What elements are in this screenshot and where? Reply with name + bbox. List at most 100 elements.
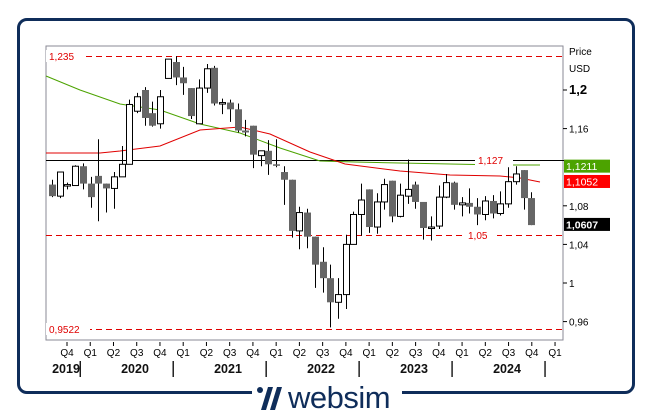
year-label: 2024 (493, 362, 521, 376)
level-label: 0,9522 (49, 325, 80, 336)
candle (273, 139, 280, 168)
price-badge-label: 1,0607 (566, 219, 598, 231)
price-badge (564, 174, 610, 188)
candle (374, 193, 381, 234)
level-label: 1,05 (468, 231, 488, 242)
candle (57, 171, 64, 199)
quarter-label: Q1 (177, 348, 191, 359)
candle (451, 181, 458, 210)
quarter-label: Q1 (362, 348, 376, 359)
candle (250, 125, 257, 169)
candle (405, 159, 412, 204)
candle (49, 179, 56, 198)
candle (312, 236, 319, 288)
candle (490, 195, 497, 219)
candle (366, 189, 373, 233)
axis-currency-label: USD (569, 64, 590, 75)
candle (196, 79, 203, 125)
candle (173, 56, 180, 86)
quarter-label: Q4 (153, 348, 167, 359)
candle (142, 87, 149, 126)
candle (281, 166, 288, 205)
quarter-label: Q2 (479, 348, 493, 359)
price-badge (564, 217, 610, 231)
quarter-label: Q2 (386, 348, 400, 359)
candle (443, 173, 450, 199)
candle (258, 150, 265, 167)
candle (521, 170, 528, 210)
candle (466, 188, 473, 214)
candle (436, 185, 443, 229)
candle (513, 166, 520, 185)
candle (482, 196, 489, 221)
year-label: 2020 (121, 362, 149, 376)
candle (111, 172, 118, 209)
quarter-label: Q1 (455, 348, 469, 359)
candle (265, 140, 272, 175)
quarter-label: Q2 (293, 348, 307, 359)
green-moving-average-line (45, 75, 540, 166)
candle (180, 66, 187, 95)
candle (505, 167, 512, 208)
quarter-label: Q4 (246, 348, 260, 359)
candle (149, 101, 156, 127)
candle (304, 208, 311, 249)
axis-tick-label: 1,2 (569, 82, 587, 97)
quarter-label: Q4 (60, 348, 74, 359)
axis-tick-label: 1,04 (569, 240, 589, 251)
candle (381, 178, 388, 210)
level-label: 1,127 (478, 156, 503, 167)
quarter-label: Q4 (339, 348, 353, 359)
candle (420, 201, 427, 240)
price-badge-label: 1,1052 (566, 176, 598, 188)
candle (227, 99, 234, 122)
price-badge-label: 1,1211 (566, 161, 597, 173)
quarter-label: Q1 (84, 348, 98, 359)
candle (428, 216, 435, 241)
candle (412, 181, 419, 209)
candle (397, 183, 404, 218)
quarter-label: Q3 (502, 348, 516, 359)
candle (242, 119, 249, 137)
axis-tick-label: 0,96 (569, 318, 589, 329)
candle (350, 211, 357, 245)
candle (88, 176, 95, 208)
candle (157, 90, 164, 129)
year-label: 2021 (214, 362, 242, 376)
candle (72, 165, 79, 187)
candle (103, 183, 110, 213)
websim-logo-icon (257, 387, 282, 410)
candle (119, 145, 126, 178)
price-chart: 1,235 1,127 1,05 0,9522 Price USD 1,2 1,16 1,08… (45, 45, 610, 377)
year-label: 2023 (400, 362, 428, 376)
brand-footer: websim (0, 380, 649, 419)
candle (320, 247, 327, 293)
quarter-label: Q1 (269, 348, 283, 359)
candle (343, 234, 350, 310)
axis-tick-label: 1,16 (569, 125, 589, 136)
candle (165, 58, 172, 79)
candle (335, 278, 342, 319)
quarter-label: Q4 (525, 348, 539, 359)
candle (64, 182, 71, 190)
quarter-label: Q3 (130, 348, 144, 359)
candle (358, 183, 365, 236)
level-label: 1,235 (49, 52, 74, 63)
candle (134, 92, 141, 114)
candle (219, 98, 226, 115)
candle (474, 198, 481, 226)
brand-name: websim (288, 380, 391, 415)
quarter-label: Q3 (223, 348, 237, 359)
plot-area (45, 45, 564, 341)
candle (95, 139, 102, 222)
quarter-label: Q3 (316, 348, 330, 359)
candle (235, 103, 242, 133)
year-label: 2019 (52, 362, 80, 376)
year-label: 2022 (307, 362, 335, 376)
axis-tick-label: 1 (569, 279, 575, 290)
candle (126, 99, 133, 165)
candle (204, 63, 211, 93)
quarter-label: Q2 (200, 348, 214, 359)
candle (528, 192, 535, 226)
candle (459, 197, 466, 217)
